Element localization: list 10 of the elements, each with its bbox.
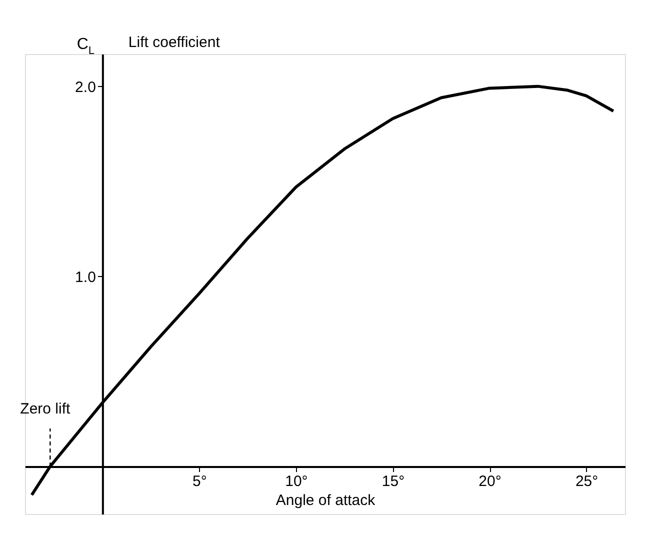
y-tick-label: 2.0	[75, 78, 96, 96]
x-tick-label: 15°	[382, 472, 405, 490]
x-tick-label: 5°	[192, 472, 207, 490]
x-tick-label: 10°	[285, 472, 308, 490]
x-axis-title: Angle of attack	[276, 492, 376, 509]
y-tick-label: 1.0	[75, 268, 96, 286]
text: Lift coefficient	[128, 34, 221, 51]
x-tick-label: 25°	[575, 472, 598, 490]
x-tick-label: 20°	[478, 472, 502, 490]
annotation: Zero lift	[20, 400, 72, 418]
